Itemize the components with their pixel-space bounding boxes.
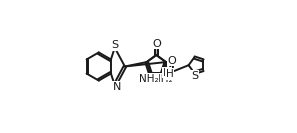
Text: NH₂: NH₂ <box>153 74 173 84</box>
Text: N: N <box>163 68 171 78</box>
Text: S: S <box>191 71 198 81</box>
Text: O: O <box>152 39 161 49</box>
Text: O: O <box>152 39 161 49</box>
Text: NH₂: NH₂ <box>139 74 159 84</box>
Text: N: N <box>113 82 121 92</box>
Text: S: S <box>111 40 118 50</box>
Text: O: O <box>167 56 176 66</box>
Text: H: H <box>166 69 173 79</box>
